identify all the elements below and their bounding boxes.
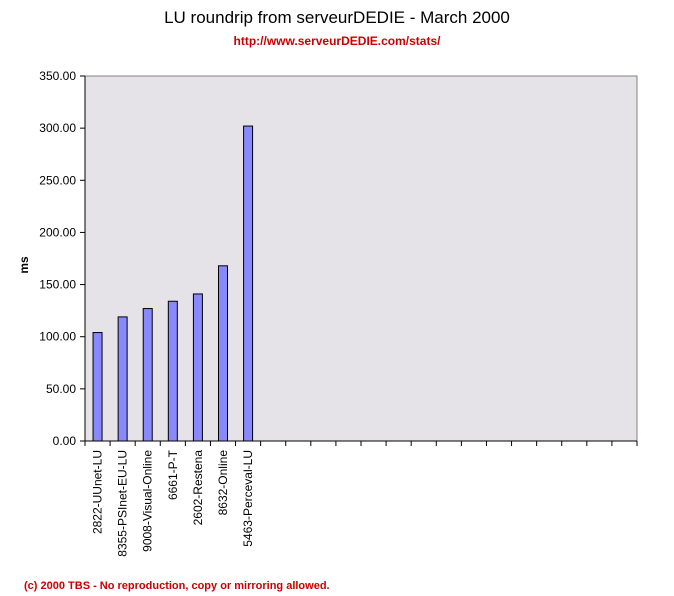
x-category-label: 2602-Restena [191,450,205,526]
x-category-label: 5463-Perceval-LU [241,450,255,547]
x-category-label: 8355-PSInet-EU-LU [116,450,130,557]
x-category-label: 9008-Visual-Online [141,450,155,552]
copyright-note: (c) 2000 TBS - No reproduction, copy or … [24,580,330,592]
y-tick-label: 300.00 [39,121,76,135]
y-tick-label: 150.00 [39,278,76,292]
y-tick-label: 200.00 [39,225,76,239]
chart-title: LU roundrip from serveurDEDIE - March 20… [164,8,510,27]
y-tick-label: 50.00 [46,382,76,396]
bar-8632-online [218,265,228,442]
x-category-label: 8632-Online [216,450,230,516]
bar-2602-restena [192,293,203,442]
chart-subtitle: http://www.serveurDEDIE.com/stats/ [233,34,441,48]
y-tick-label: 100.00 [39,330,76,344]
bar-9008-visual-online [142,308,153,442]
x-category-label: 2822-UUnet-LU [91,450,105,534]
bar-8355-psinet-eu-lu [117,316,128,442]
bar-5463-perceval-lu [243,125,254,442]
bar-2822-uunet-lu [92,332,103,442]
x-category-label: 6661-P-T [166,449,180,500]
plot-area [84,75,638,442]
y-tick-label: 0.00 [53,434,77,448]
y-tick-label: 250.00 [39,173,76,187]
y-tick-label: 350.00 [39,69,76,83]
bar-6661-p-t [167,300,178,442]
